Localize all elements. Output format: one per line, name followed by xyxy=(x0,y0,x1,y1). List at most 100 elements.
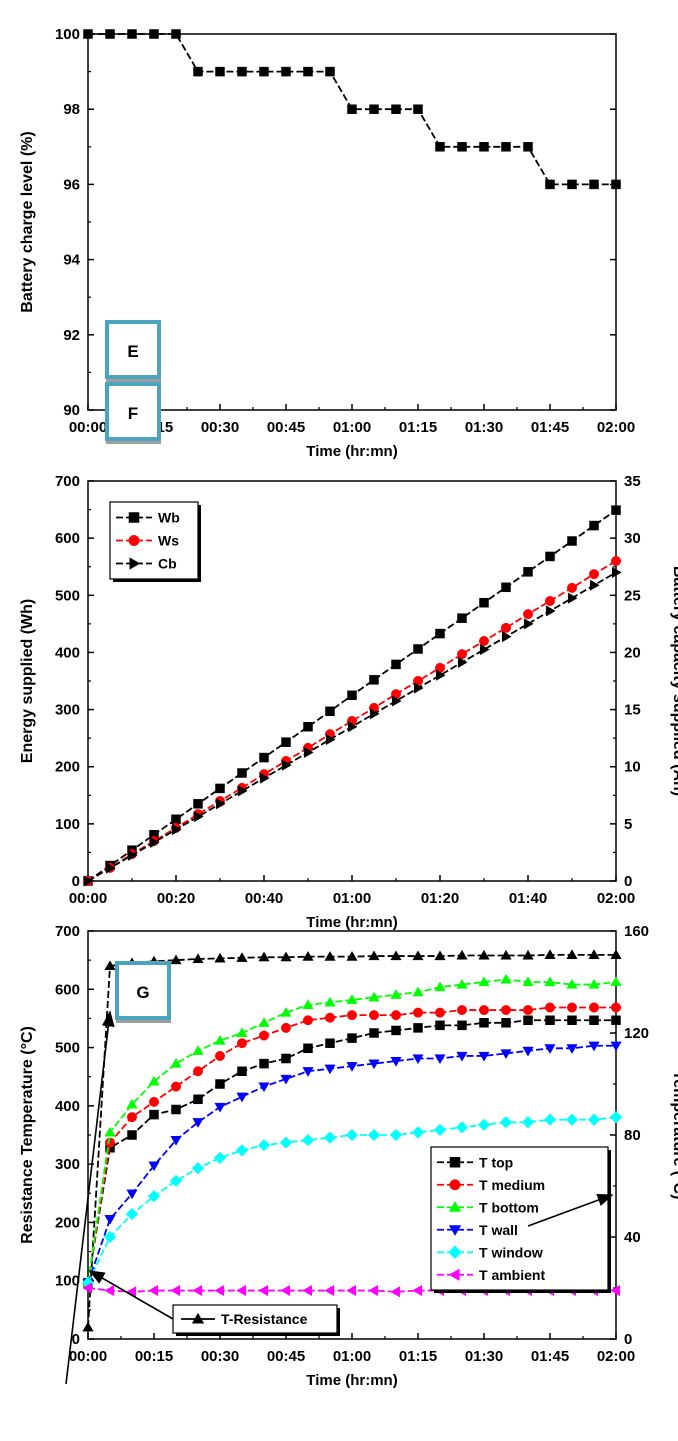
data-point xyxy=(390,1056,402,1067)
data-point xyxy=(126,1189,138,1200)
data-point xyxy=(545,551,555,562)
data-point xyxy=(479,142,489,152)
legend-label: T top xyxy=(479,1154,513,1170)
data-point xyxy=(610,1041,622,1052)
data-point xyxy=(170,954,182,965)
legend-label: T wall xyxy=(479,1222,518,1238)
data-point xyxy=(259,752,269,763)
data-point xyxy=(259,66,269,77)
x-tick-label: 01:20 xyxy=(421,890,459,907)
data-point xyxy=(588,1041,600,1052)
data-point xyxy=(171,1081,181,1092)
data-point xyxy=(346,994,358,1004)
data-point xyxy=(545,596,555,606)
data-point xyxy=(325,706,335,717)
x-tick-label: 02:00 xyxy=(597,890,635,907)
data-point xyxy=(435,628,445,639)
data-point xyxy=(104,1126,116,1137)
data-point xyxy=(368,1284,379,1297)
series-t-wall xyxy=(82,1041,622,1289)
data-point xyxy=(236,1284,247,1297)
panel-label-stamp: G xyxy=(115,961,171,1023)
data-point xyxy=(523,142,533,152)
legend-box xyxy=(430,1146,609,1291)
data-point xyxy=(325,1038,335,1048)
data-point xyxy=(323,1131,337,1144)
y2-tick-label: 5 xyxy=(624,816,632,833)
data-point xyxy=(303,746,314,759)
data-point xyxy=(193,1094,203,1105)
legend-label: T ambient xyxy=(479,1267,545,1283)
data-point xyxy=(369,104,379,114)
annotation-arrows xyxy=(65,1010,614,1385)
data-point xyxy=(457,1020,467,1031)
data-point xyxy=(215,798,226,810)
y-tick-label: 200 xyxy=(55,759,80,776)
data-point xyxy=(567,1015,577,1025)
data-point xyxy=(171,814,181,825)
data-point xyxy=(457,649,467,660)
data-point xyxy=(302,999,314,1010)
data-point xyxy=(413,1007,423,1018)
data-point xyxy=(82,1321,94,1332)
data-point xyxy=(412,1284,423,1297)
data-point xyxy=(499,1116,513,1129)
data-point xyxy=(501,142,511,152)
data-point xyxy=(347,690,357,701)
x-tick-label: 00:45 xyxy=(267,1348,305,1365)
data-point xyxy=(193,811,204,823)
chart-panel-2: 00:00 00:20 00:40 01:00 01:20 01:40 02:0001002… xyxy=(19,382,678,931)
data-point xyxy=(610,949,622,959)
data-point xyxy=(303,66,313,77)
data-point xyxy=(148,1161,160,1172)
x-tick-label: 01:00 xyxy=(333,419,371,436)
data-point xyxy=(127,849,138,861)
data-point xyxy=(235,1144,249,1157)
y-tick-label: 600 xyxy=(55,530,80,547)
y-tick-label: 96 xyxy=(63,176,80,193)
legend-label: Ws xyxy=(158,533,179,549)
data-point xyxy=(259,772,270,784)
data-point xyxy=(412,1054,424,1065)
data-point xyxy=(325,66,335,77)
x-tick-label: 00:30 xyxy=(201,1348,239,1365)
x-tick-label: 01:30 xyxy=(465,1348,503,1365)
data-point xyxy=(237,768,247,778)
y2-tick-label: 0 xyxy=(624,1331,632,1348)
data-point xyxy=(435,142,445,152)
data-point xyxy=(367,1128,381,1142)
x-tick-label: 01:45 xyxy=(531,419,569,436)
series-cb xyxy=(83,566,622,887)
data-point xyxy=(589,520,599,531)
data-point xyxy=(434,981,446,992)
y2-axis-title: Temperature (°C) xyxy=(670,1071,678,1200)
data-point xyxy=(192,953,204,964)
legend-label: T bottom xyxy=(479,1199,539,1215)
data-point xyxy=(390,950,402,961)
series-t-bottom xyxy=(82,973,622,1287)
y-tick-label: 92 xyxy=(63,327,80,344)
data-point xyxy=(171,1104,181,1115)
data-point xyxy=(500,949,512,960)
data-point xyxy=(193,799,203,809)
data-point xyxy=(500,1049,512,1060)
data-point xyxy=(193,66,203,77)
data-point xyxy=(567,536,577,546)
panel-label: G xyxy=(136,983,149,1002)
data-point xyxy=(280,1074,292,1085)
legend-label: Cb xyxy=(158,556,177,572)
data-point xyxy=(501,1005,511,1016)
data-point xyxy=(105,1137,115,1148)
data-point xyxy=(346,1284,357,1297)
data-point xyxy=(611,505,621,515)
data-point xyxy=(588,978,600,989)
data-point xyxy=(609,1110,623,1124)
data-point xyxy=(478,949,490,960)
data-point xyxy=(544,976,556,987)
legend-label: Wb xyxy=(158,510,180,526)
x-tick-label: 01:30 xyxy=(465,419,503,436)
data-point xyxy=(301,1133,315,1147)
data-point xyxy=(104,960,116,971)
y2-tick-label: 120 xyxy=(624,1025,649,1042)
data-point xyxy=(610,1284,621,1297)
